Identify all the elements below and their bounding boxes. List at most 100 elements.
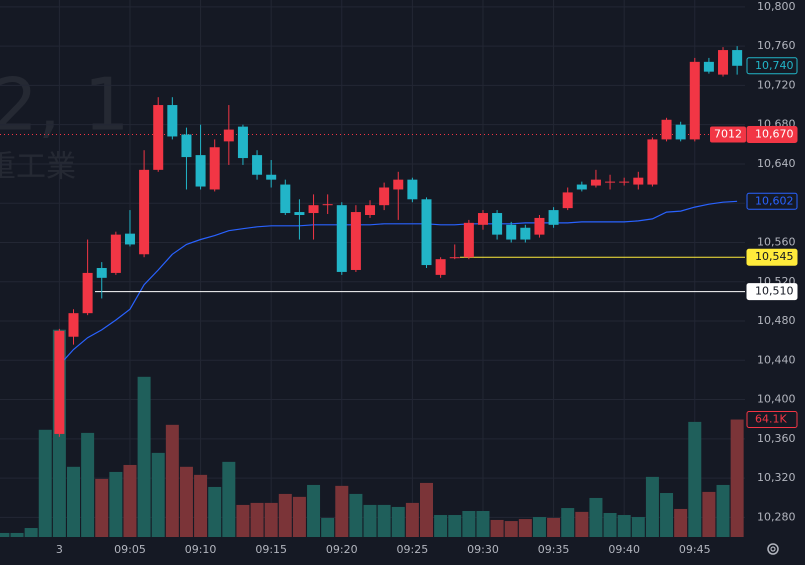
volume-bar [194, 474, 208, 537]
volume-bar [518, 519, 532, 537]
y-tick-label: 10,280 [757, 510, 796, 523]
watermark: 重工業 [0, 150, 76, 185]
candle-body [181, 134, 192, 158]
volume-bar [278, 493, 292, 537]
candle-body [703, 61, 714, 72]
candle-body [167, 105, 178, 137]
volume-bar [264, 502, 278, 537]
candle-body [576, 184, 587, 190]
candle-body [492, 213, 503, 235]
candle-body [195, 155, 206, 187]
candle-body [252, 155, 263, 175]
volume-bar [38, 429, 52, 537]
volume-bar [222, 461, 236, 537]
price-label-box [746, 192, 798, 210]
volume-bar [307, 484, 321, 537]
candle-body [675, 124, 686, 140]
volume-bar [24, 528, 38, 537]
candle-body [520, 227, 531, 240]
volume-bar [165, 424, 179, 537]
x-tick-label: 3 [56, 543, 63, 556]
candle-body [153, 105, 164, 170]
candle-body [463, 222, 474, 258]
volume-bar [10, 532, 24, 537]
volume-bar [504, 521, 518, 537]
price-label: 10,740 [755, 59, 794, 72]
x-tick-label: 09:25 [397, 543, 429, 556]
volume-bar [490, 519, 504, 537]
price-label: 10,510 [755, 285, 794, 298]
candle-body [689, 61, 700, 140]
candle-body [534, 217, 545, 235]
volume-bar [532, 517, 546, 537]
price-label-box [746, 248, 798, 266]
volume-bar [0, 532, 10, 537]
volume-label-box [746, 411, 798, 429]
candle-body [619, 181, 630, 183]
candle-body [280, 184, 291, 214]
candle-body [379, 187, 390, 206]
volume-bar [730, 419, 744, 537]
volume-bar [575, 511, 589, 537]
candle-body [393, 179, 404, 190]
volume-bar [81, 432, 95, 537]
candle-body [68, 313, 79, 337]
candle-body [139, 169, 150, 255]
y-tick-label: 10,320 [757, 471, 796, 484]
x-tick-label: 09:20 [326, 543, 358, 556]
candle-body [506, 224, 517, 240]
candle-body [590, 179, 601, 186]
price-label-box [746, 125, 798, 143]
y-tick-label: 10,760 [757, 39, 796, 52]
x-tick-label: 09:40 [608, 543, 640, 556]
volume-bar [631, 517, 645, 537]
candle-body [365, 205, 376, 215]
candle-body [407, 179, 418, 200]
price-tag-box [710, 126, 746, 143]
volume-bar [391, 506, 405, 537]
volume-bar [476, 510, 490, 537]
volume-bar [462, 510, 476, 537]
volume-bar [363, 504, 377, 537]
volume-bar [660, 493, 674, 537]
volume-bar [335, 485, 349, 537]
moving-average [58, 200, 738, 366]
x-tick-label: 09:15 [255, 543, 287, 556]
candle-body [633, 177, 644, 185]
candle-body [336, 205, 347, 272]
candle-body [605, 181, 616, 183]
y-tick-label: 10,440 [757, 353, 796, 366]
settings-icon[interactable] [767, 543, 779, 555]
candle-body [477, 213, 488, 225]
candle-body [562, 192, 573, 209]
volume-bar [674, 508, 688, 537]
y-tick-label: 10,720 [757, 78, 796, 91]
volume-label: 64.1K [755, 413, 787, 426]
volume-bar [448, 515, 462, 537]
volume-bar [151, 452, 165, 537]
volume-bar [702, 491, 716, 537]
price-label: 10,602 [755, 194, 794, 207]
candle-body [223, 129, 234, 142]
volume-bar [321, 517, 335, 537]
volume-bar [179, 466, 193, 537]
candle-body [82, 272, 93, 314]
candle-body [449, 257, 460, 259]
price-tag: 7012 [714, 127, 742, 140]
volume-bar [547, 517, 561, 537]
candle-body [124, 233, 135, 245]
volume-bar [405, 502, 419, 537]
volume-bar [292, 496, 306, 537]
candle-body [322, 204, 333, 206]
candle-body [110, 234, 121, 273]
volume-bar [349, 493, 363, 537]
volume-bar [716, 484, 730, 537]
price-label-box [746, 283, 798, 301]
watermark: 2, 1 [0, 63, 129, 147]
volume-bar [617, 515, 631, 537]
candle-body [209, 147, 220, 190]
volume-bar [688, 421, 702, 537]
candle-body [548, 210, 559, 225]
y-tick-label: 10,800 [757, 0, 796, 13]
